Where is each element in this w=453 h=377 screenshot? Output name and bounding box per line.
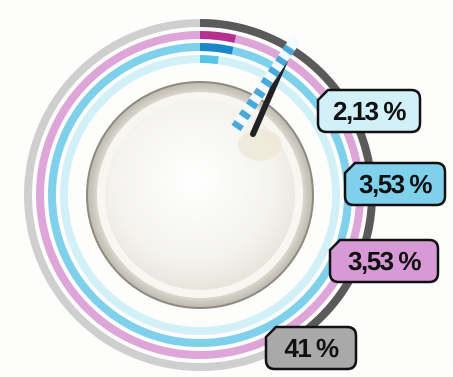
value-label-text-0: 41 %: [284, 333, 339, 363]
ring-bar-3: [199, 55, 219, 65]
value-label-3: 2,13 %: [316, 88, 422, 134]
ring-bar-1: [199, 31, 237, 43]
ring-bar-2: [199, 43, 234, 55]
value-labels: 41 % 3,53 % 3,53 % 2,13 %: [264, 88, 447, 371]
value-label-text-3: 2,13 %: [333, 96, 406, 126]
ring-bar-0: [199, 19, 376, 344]
value-label-text-2: 3,53 %: [359, 169, 432, 199]
value-label-box-3: [316, 88, 422, 134]
value-label-box-1: [328, 238, 440, 284]
straw-stripes: [231, 38, 299, 132]
ring-bars: [199, 19, 376, 344]
foam-blob: [238, 129, 282, 161]
value-label-1: 3,53 %: [328, 238, 440, 284]
value-label-text-1: 3,53 %: [348, 246, 421, 276]
straw: [230, 36, 300, 137]
milk-surface: [105, 100, 295, 290]
value-label-0: 41 %: [264, 325, 358, 371]
value-label-box-0: [264, 325, 358, 371]
value-label-box-2: [343, 161, 447, 207]
value-label-2: 3,53 %: [343, 161, 447, 207]
glass-illustration: [86, 81, 314, 309]
